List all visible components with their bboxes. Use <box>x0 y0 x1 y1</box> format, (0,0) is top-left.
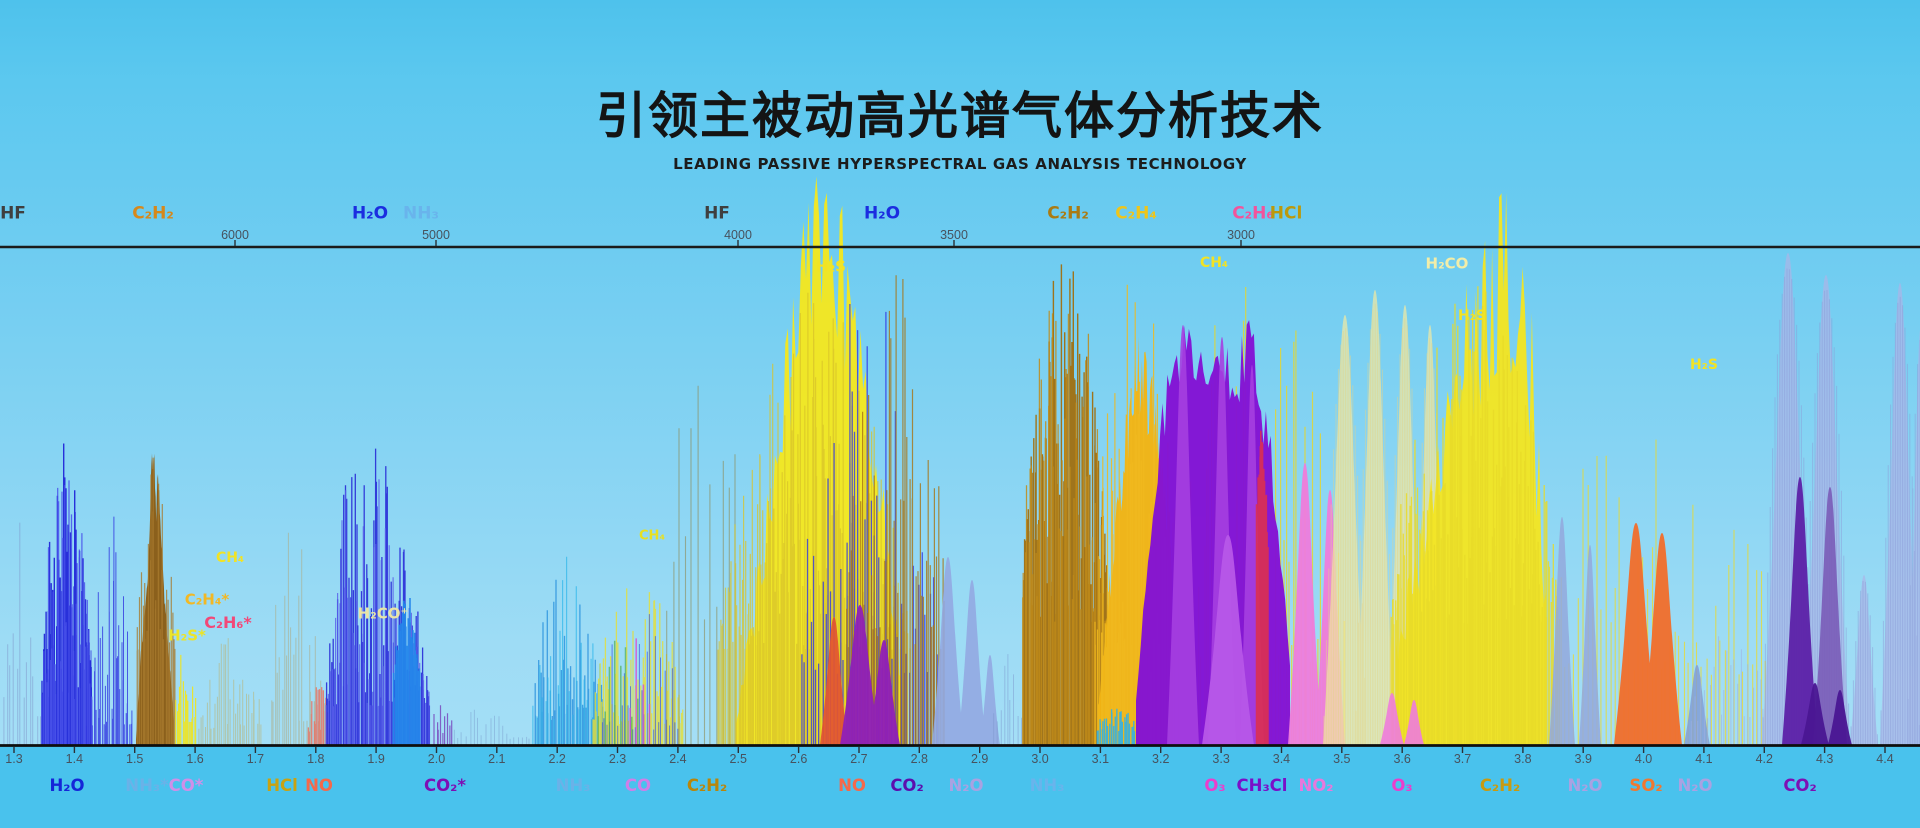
page-title: 引领主被动高光谱气体分析技术 <box>596 87 1324 145</box>
band-noise-left <box>3 522 41 745</box>
band-orchid-inner <box>1202 535 1254 745</box>
band-periwinkle-29 <box>932 557 1000 745</box>
band-cyan-bottom-33 <box>1096 708 1136 745</box>
band-gray-violet-43 <box>1813 487 1847 745</box>
band-indigo-bottom <box>1801 683 1852 745</box>
band-mix-magenta <box>629 638 651 745</box>
band-sparse-295 <box>993 654 1025 745</box>
band-faint-205 <box>453 709 530 745</box>
band-yellow-16 <box>175 654 197 745</box>
band-crimson-stripe <box>1255 430 1269 745</box>
band-dodger-195 <box>392 598 421 745</box>
band-violet-425 <box>1782 477 1818 745</box>
top-axis-tick-marks <box>234 240 1242 246</box>
band-red-275 <box>820 617 848 745</box>
band-tall-olive-245 <box>666 385 736 745</box>
band-olive-165 <box>198 638 262 745</box>
bottom-axis-tick-marks <box>13 747 1886 753</box>
band-brown-spikes <box>136 457 176 745</box>
band-mix-green <box>597 640 639 745</box>
band-h2o-14-tail <box>85 516 133 745</box>
band-pale-striated-435-striation <box>1880 296 1920 745</box>
below-axis-strip <box>0 746 1920 828</box>
band-h2o-14-main-accent <box>41 480 93 745</box>
band-purple-278 <box>840 605 900 745</box>
band-steel-405 <box>1684 665 1710 745</box>
band-pink-small-345 <box>1380 693 1424 745</box>
page-subtitle: LEADING PASSIVE HYPERSPECTRAL GAS ANALYS… <box>673 155 1247 173</box>
band-lavender-sparse-41 <box>1690 636 1764 745</box>
band-purple-bumps <box>1167 325 1264 745</box>
band-periwinkle-385 <box>1549 517 1601 745</box>
band-purple-20 <box>433 705 453 745</box>
band-orange-so2 <box>1614 523 1682 745</box>
